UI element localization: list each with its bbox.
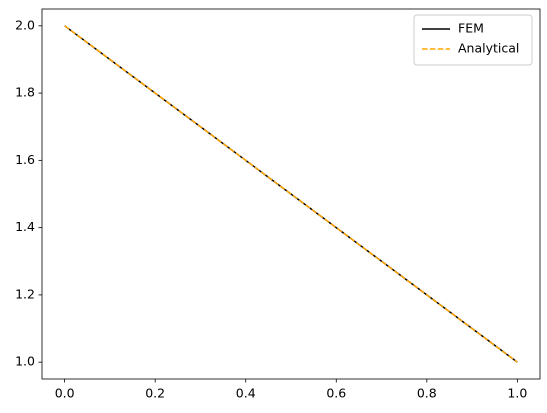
line-series [64,25,518,363]
x-tick-label: 0.6 [326,386,346,401]
axes-frame [41,8,541,380]
y-tick-label: 1.4 [15,219,35,234]
x-tick-label: 1.0 [507,386,527,401]
y-tick-label: 1.8 [15,85,35,100]
legend-box [413,14,533,66]
y-tick-label: 1.6 [15,152,35,167]
legend-label: Analytical [458,41,519,56]
x-tick-label: 0.0 [55,386,75,401]
y-tick-label: 2.0 [15,17,35,32]
x-tick-label: 0.4 [236,386,256,401]
x-tick-label: 0.2 [145,386,165,401]
y-tick-label: 1.2 [15,286,35,301]
legend: FEM Analytical [413,14,533,66]
x-tick-label: 0.8 [417,386,437,401]
y-tick-label: 1.0 [15,354,35,369]
legend-label: FEM [458,21,484,36]
